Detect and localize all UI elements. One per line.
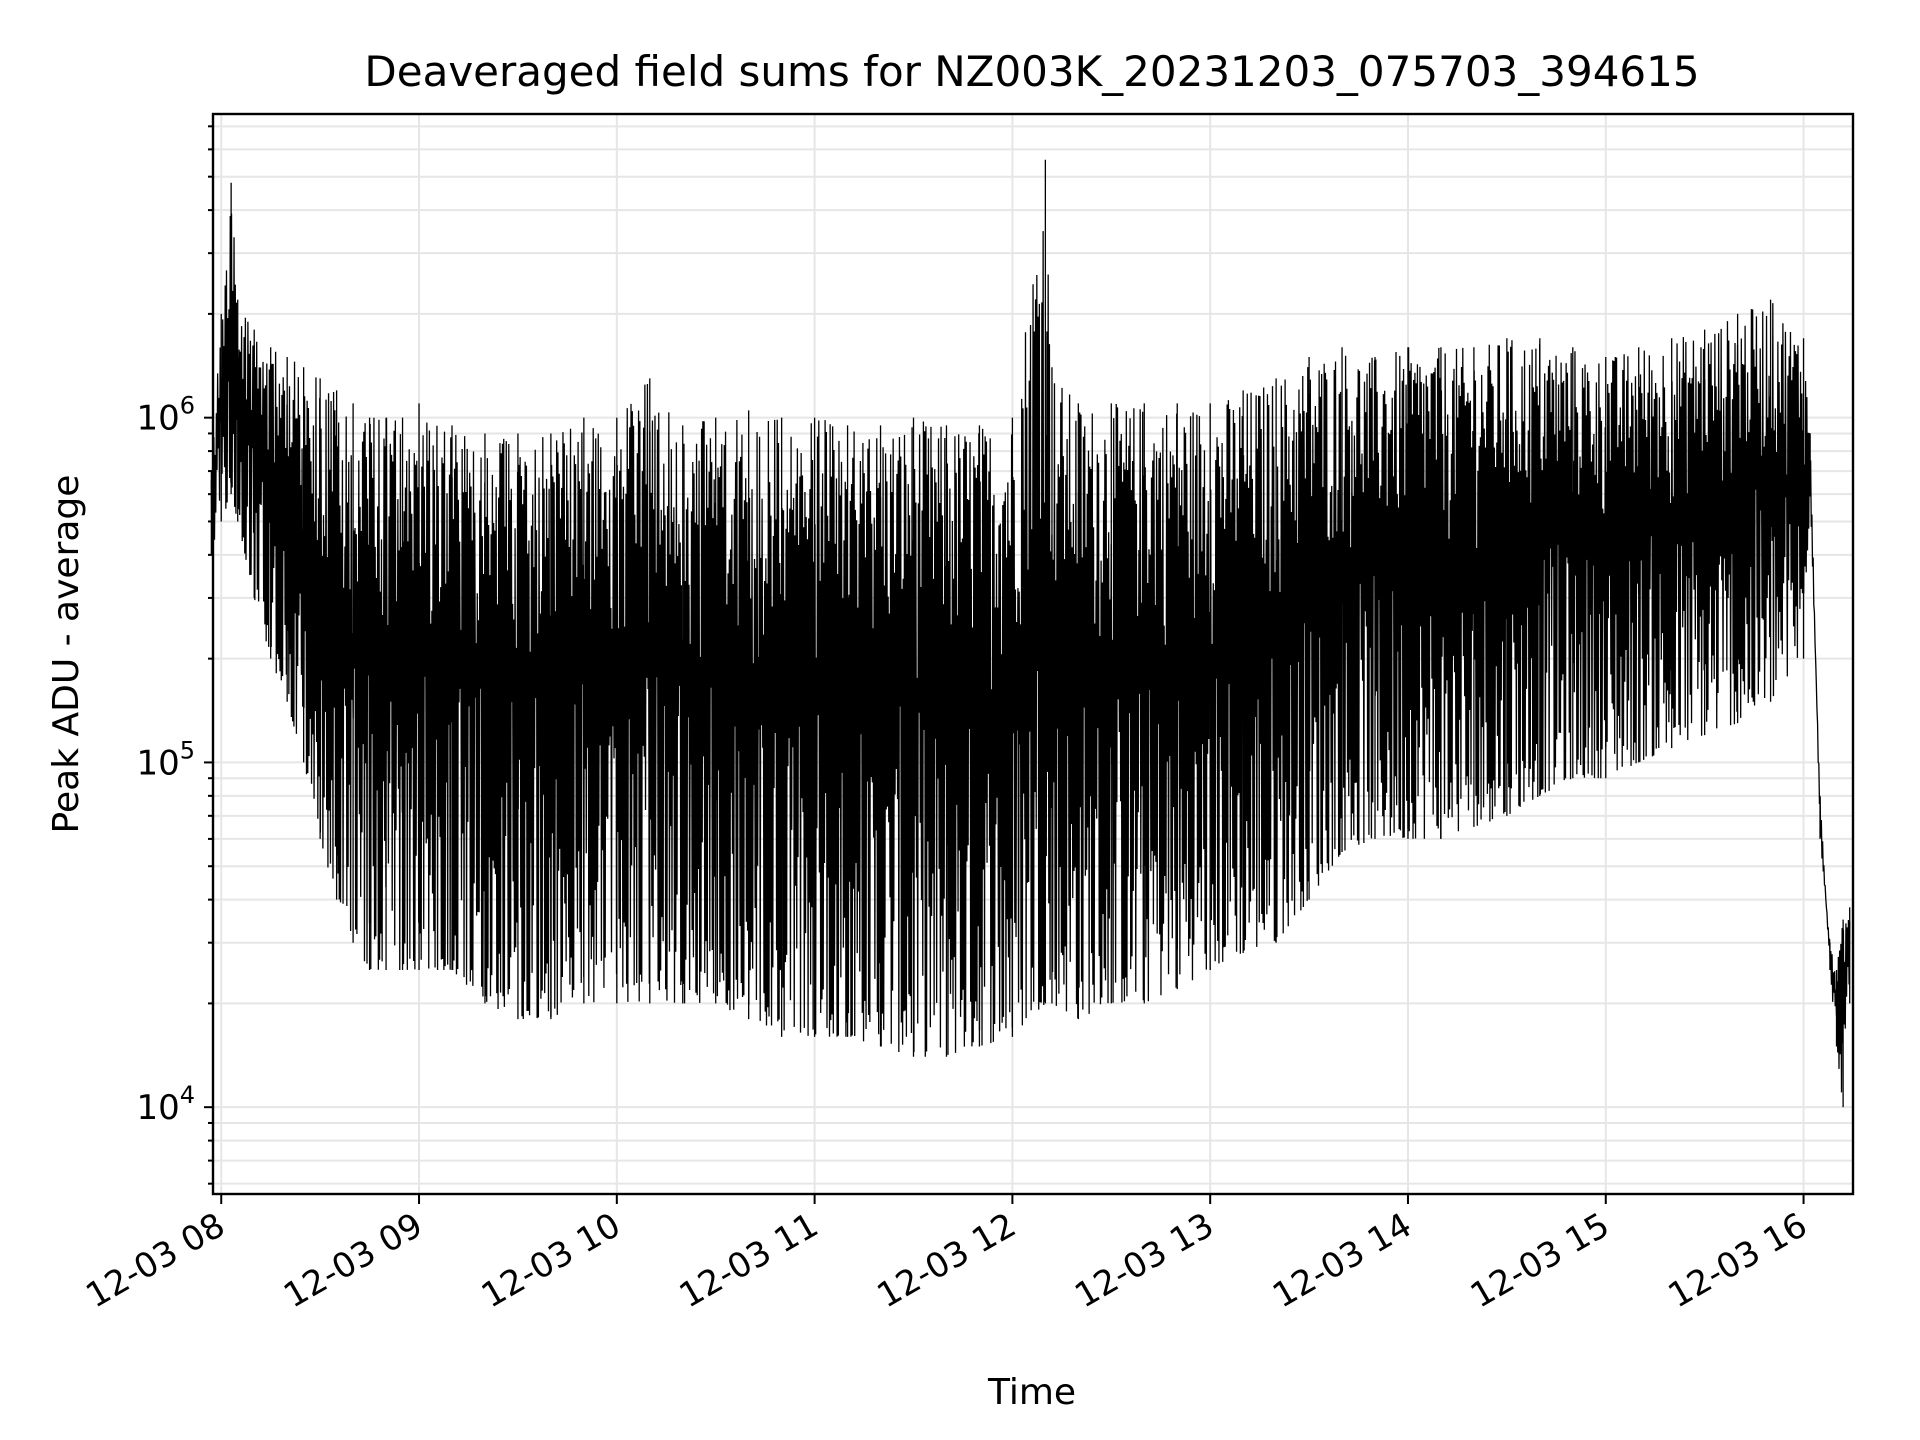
x-tick-label: 12-03 14 <box>1266 1205 1418 1316</box>
x-tick-label: 12-03 08 <box>79 1205 231 1316</box>
x-tick-label: 12-03 15 <box>1464 1205 1616 1316</box>
x-axis-label: Time <box>987 1372 1076 1413</box>
x-tick-label: 12-03 12 <box>871 1205 1023 1316</box>
series-layer <box>210 159 1851 1108</box>
y-tick-label: 106 <box>136 392 195 439</box>
x-tick-label: 12-03 09 <box>277 1205 429 1316</box>
chart-title: Deaveraged field sums for NZ003K_2023120… <box>364 47 1699 96</box>
x-tick-label: 12-03 10 <box>475 1205 627 1316</box>
y-tick-label: 104 <box>136 1081 195 1128</box>
x-tick-label: 12-03 11 <box>673 1205 825 1316</box>
x-tick-label: 12-03 16 <box>1662 1205 1814 1316</box>
x-tick-label: 12-03 13 <box>1068 1205 1220 1316</box>
plot-frame <box>211 112 1855 1196</box>
y-axis-label: Peak ADU - average <box>46 475 87 834</box>
series-line <box>210 213 1851 1093</box>
y-tick-label: 105 <box>136 736 195 783</box>
